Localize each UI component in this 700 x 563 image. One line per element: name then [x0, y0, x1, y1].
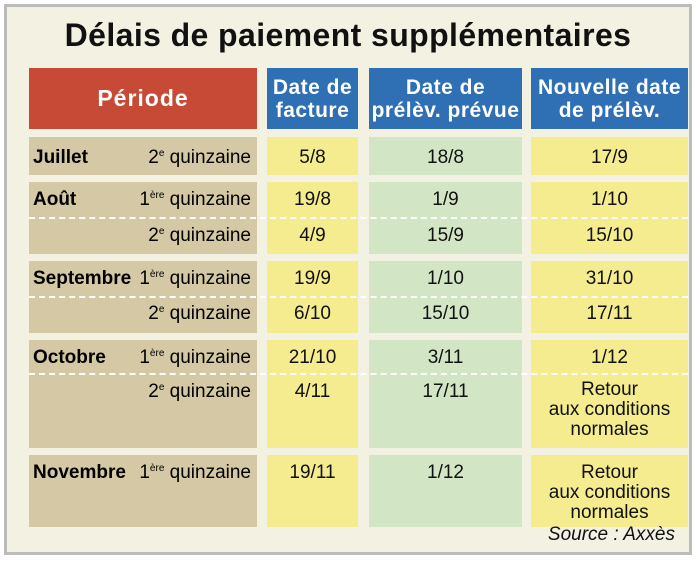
- block-octobre-nouvelle: [531, 340, 688, 448]
- block-juillet-nouvelle: [531, 137, 688, 175]
- header-date-prelev-prevue: Date de prélèv. prévue: [369, 68, 522, 129]
- cell-date-prevue: 15/9: [427, 225, 464, 246]
- cell-date-facture: 5/8: [299, 147, 326, 168]
- cell-nouvelle-date: 31/10: [585, 268, 634, 289]
- header-periode-label: Période: [97, 85, 189, 111]
- cell-date-prevue: 18/8: [427, 147, 464, 168]
- cell-date-prevue: 1/12: [427, 462, 464, 483]
- cell-nouvelle-date: 1/10: [591, 189, 628, 210]
- cell-nouvelle-date: Retour aux conditions normales: [548, 462, 671, 523]
- cell-date-facture: 4/9: [299, 225, 326, 246]
- block-juillet-prevue: [369, 137, 522, 175]
- page-title: Délais de paiement supplémentaires: [64, 17, 632, 53]
- infographic-frame: Délais de paiement supplémentaires Pério…: [4, 4, 692, 555]
- separator-dashed: [29, 296, 688, 298]
- month-label: Novembre: [33, 462, 126, 483]
- cell-date-prevue: 15/10: [421, 303, 470, 324]
- quinzaine-label: 2e quinzaine: [148, 147, 251, 168]
- cell-date-facture: 4/11: [294, 381, 331, 402]
- header-date-facture: Date de facture: [267, 68, 358, 129]
- cell-nouvelle-date: 15/10: [585, 225, 634, 246]
- block-novembre-nouvelle: [531, 455, 688, 527]
- header-date-prelev-line1: Date de: [405, 75, 486, 99]
- month-label: Août: [33, 189, 77, 210]
- quinzaine-label: 2e quinzaine: [148, 303, 251, 324]
- cell-nouvelle-date: Retour aux conditions normales: [548, 379, 671, 440]
- header-periode: Période: [29, 68, 257, 129]
- quinzaine-label: 1ère quinzaine: [139, 347, 251, 368]
- header-date-facture-line1: Date de: [272, 75, 353, 99]
- separator-dashed: [29, 373, 688, 375]
- block-octobre-facture: [267, 340, 358, 448]
- cell-date-prevue: 1/10: [427, 268, 464, 289]
- quinzaine-label: 2e quinzaine: [148, 225, 251, 246]
- header-nouvelle-line2: de prélèv.: [558, 98, 661, 122]
- quinzaine-label: 1ère quinzaine: [139, 462, 251, 483]
- cell-nouvelle-date: 17/11: [586, 303, 633, 324]
- source-credit: Source : Axxès: [547, 524, 675, 545]
- separator-dashed: [29, 217, 688, 219]
- cell-date-facture: 19/8: [294, 189, 331, 210]
- header-date-facture-line2: facture: [275, 98, 350, 122]
- cell-date-prevue: 1/9: [432, 189, 459, 210]
- cell-date-prevue: 3/11: [427, 347, 464, 368]
- header-date-prelev-line2: prélèv. prévue: [371, 98, 520, 122]
- block-novembre-facture: [267, 455, 358, 527]
- block-juillet-period: [29, 137, 257, 175]
- month-label: Juillet: [33, 147, 88, 168]
- header-nouvelle-line1: Nouvelle date: [537, 75, 682, 99]
- quinzaine-label: 1ère quinzaine: [139, 268, 251, 289]
- cell-date-facture: 19/11: [289, 462, 336, 483]
- cell-date-facture: 6/10: [294, 303, 331, 324]
- block-octobre-period: [29, 340, 257, 448]
- block-novembre-period: [29, 455, 257, 527]
- block-novembre-prevue: [369, 455, 522, 527]
- cell-nouvelle-date: 17/9: [591, 147, 628, 168]
- block-juillet-facture: [267, 137, 358, 175]
- month-label: Octobre: [33, 347, 106, 368]
- cell-date-prevue: 17/11: [422, 381, 469, 402]
- quinzaine-label: 2e quinzaine: [148, 381, 251, 402]
- cell-date-facture: 21/10: [288, 347, 337, 368]
- header-nouvelle-date: Nouvelle date de prélèv.: [531, 68, 688, 129]
- quinzaine-label: 1ère quinzaine: [139, 189, 251, 210]
- block-octobre-prevue: [369, 340, 522, 448]
- month-label: Septembre: [33, 268, 132, 289]
- cell-date-facture: 19/9: [294, 268, 331, 289]
- cell-nouvelle-date: 1/12: [591, 347, 628, 368]
